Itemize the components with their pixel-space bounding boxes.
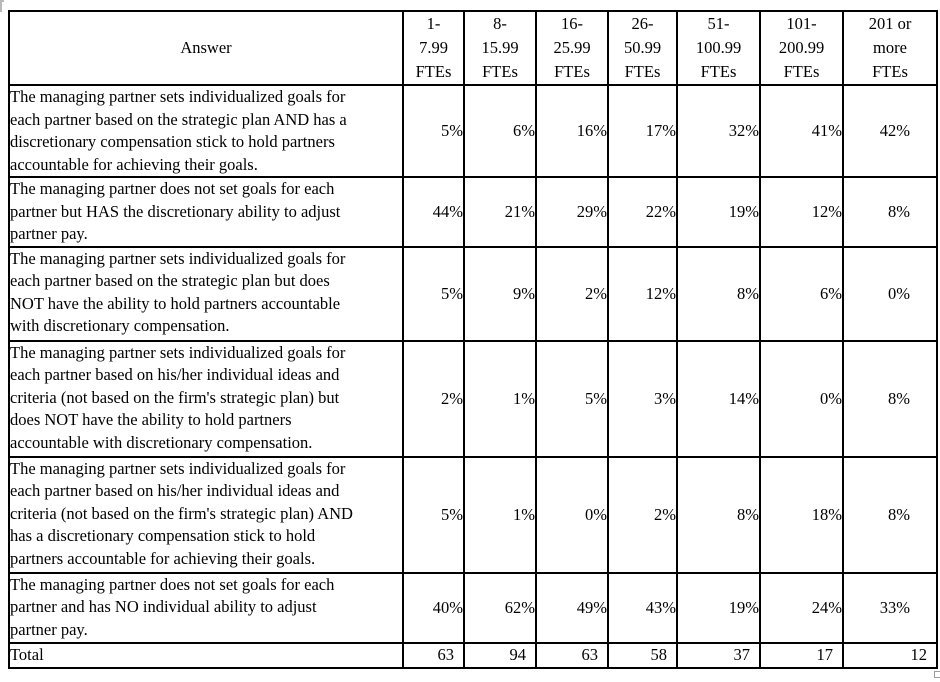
percent-cell: 29% — [535, 176, 609, 248]
percent-cell: 62% — [463, 571, 537, 644]
survey-results-table: Answer 1- 7.99 FTEs 8- 15.99 FTEs 16- 25… — [8, 10, 938, 669]
percent-cell: 8% — [676, 455, 761, 574]
answer-cell: The managing partner sets individualized… — [8, 455, 404, 574]
percent-cell: 5% — [402, 455, 465, 574]
total-count-cell: 94 — [463, 641, 537, 669]
percent-cell: 5% — [402, 84, 465, 178]
percent-cell: 8% — [842, 176, 938, 248]
percent-cell: 6% — [759, 245, 844, 342]
percent-cell: 2% — [535, 245, 609, 342]
percent-cell: 43% — [607, 571, 678, 644]
percent-cell: 8% — [676, 245, 761, 342]
header-row: Answer 1- 7.99 FTEs 8- 15.99 FTEs 16- 25… — [8, 10, 938, 86]
percent-cell: 8% — [842, 339, 938, 458]
percent-cell: 21% — [463, 176, 537, 248]
page-edge-artifact — [0, 0, 4, 12]
column-header-fte-7: 201 or more FTEs — [842, 10, 938, 86]
column-header-fte-3: 16- 25.99 FTEs — [535, 10, 609, 86]
answer-cell: The managing partner does not set goals … — [8, 571, 404, 644]
total-label-cell: Total — [8, 641, 404, 669]
percent-cell: 2% — [607, 455, 678, 574]
answer-cell: The managing partner does not set goals … — [8, 176, 404, 248]
table-row: The managing partner sets individualized… — [8, 84, 938, 178]
percent-cell: 5% — [402, 245, 465, 342]
percent-cell: 2% — [402, 339, 465, 458]
column-header-fte-5: 51- 100.99 FTEs — [676, 10, 761, 86]
total-count-cell: 37 — [676, 641, 761, 669]
column-header-fte-6: 101- 200.99 FTEs — [759, 10, 844, 86]
percent-cell: 9% — [463, 245, 537, 342]
answer-cell: The managing partner sets individualized… — [8, 339, 404, 458]
percent-cell: 42% — [842, 84, 938, 178]
total-row: Total 63 94 63 58 37 17 12 — [8, 641, 938, 669]
percent-cell: 18% — [759, 455, 844, 574]
table-row: The managing partner sets individualized… — [8, 455, 938, 574]
percent-cell: 0% — [759, 339, 844, 458]
column-header-fte-4: 26- 50.99 FTEs — [607, 10, 678, 86]
table-resize-handle[interactable] — [934, 671, 940, 678]
percent-cell: 22% — [607, 176, 678, 248]
percent-cell: 32% — [676, 84, 761, 178]
percent-cell: 33% — [842, 571, 938, 644]
percent-cell: 14% — [676, 339, 761, 458]
percent-cell: 0% — [842, 245, 938, 342]
answer-cell: The managing partner sets individualized… — [8, 84, 404, 178]
total-count-cell: 17 — [759, 641, 844, 669]
percent-cell: 12% — [607, 245, 678, 342]
percent-cell: 5% — [535, 339, 609, 458]
percent-cell: 16% — [535, 84, 609, 178]
percent-cell: 49% — [535, 571, 609, 644]
percent-cell: 41% — [759, 84, 844, 178]
percent-cell: 24% — [759, 571, 844, 644]
total-count-cell: 58 — [607, 641, 678, 669]
percent-cell: 40% — [402, 571, 465, 644]
percent-cell: 1% — [463, 455, 537, 574]
table-row: The managing partner sets individualized… — [8, 245, 938, 342]
percent-cell: 19% — [676, 571, 761, 644]
column-header-answer: Answer — [8, 10, 404, 86]
percent-cell: 0% — [535, 455, 609, 574]
table-row: The managing partner does not set goals … — [8, 176, 938, 248]
percent-cell: 12% — [759, 176, 844, 248]
total-count-cell: 63 — [535, 641, 609, 669]
answer-cell: The managing partner sets individualized… — [8, 245, 404, 342]
percent-cell: 1% — [463, 339, 537, 458]
column-header-fte-2: 8- 15.99 FTEs — [463, 10, 537, 86]
percent-cell: 19% — [676, 176, 761, 248]
total-count-cell: 63 — [402, 641, 465, 669]
column-header-fte-1: 1- 7.99 FTEs — [402, 10, 465, 86]
percent-cell: 44% — [402, 176, 465, 248]
percent-cell: 8% — [842, 455, 938, 574]
percent-cell: 6% — [463, 84, 537, 178]
table-row: The managing partner does not set goals … — [8, 571, 938, 644]
table-row: The managing partner sets individualized… — [8, 339, 938, 458]
percent-cell: 17% — [607, 84, 678, 178]
percent-cell: 3% — [607, 339, 678, 458]
total-count-cell: 12 — [842, 641, 938, 669]
